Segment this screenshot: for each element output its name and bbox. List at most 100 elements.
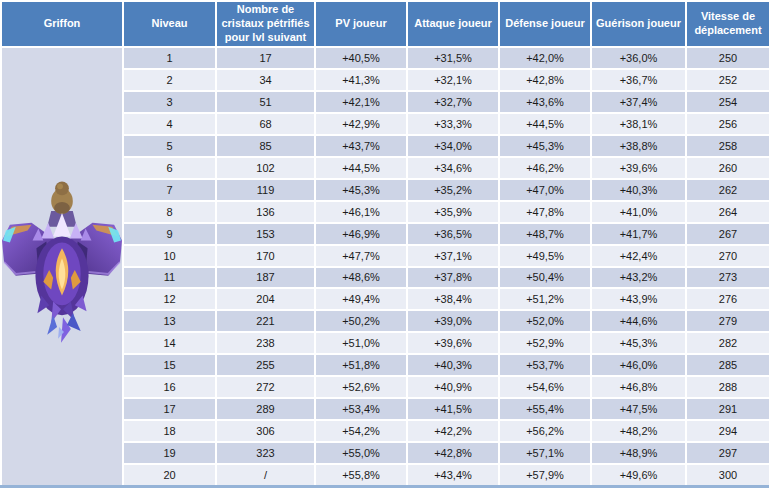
cell-vitesse-level-18: 294 [687, 421, 769, 441]
cell-guerison-level-15: +46,0% [592, 355, 685, 375]
cell-attaque-level-2: +32,1% [408, 70, 498, 90]
cell-vitesse-level-3: 254 [687, 92, 769, 112]
cell-pv-level-10: +47,7% [316, 246, 406, 266]
column-header-cristaux: Nombre de cristaux pétrifiés pour lvl su… [217, 2, 314, 46]
cell-guerison-level-8: +41,0% [592, 202, 685, 222]
cell-defense-level-5: +45,3% [500, 136, 590, 156]
cell-pv-level-7: +45,3% [316, 180, 406, 200]
cell-guerison-level-1: +36,0% [592, 48, 685, 68]
cell-guerison-level-19: +48,9% [592, 443, 685, 463]
cell-pv-level-18: +54,2% [316, 421, 406, 441]
column-header-attaque: Attaque joueur [408, 2, 498, 46]
cell-niveau-level-16: 16 [124, 377, 215, 397]
cell-pv-level-13: +50,2% [316, 311, 406, 331]
cell-attaque-level-14: +39,6% [408, 333, 498, 353]
cell-defense-level-7: +47,0% [500, 180, 590, 200]
cell-pv-level-9: +46,9% [316, 224, 406, 244]
cell-cristaux-level-10: 170 [217, 246, 314, 266]
cell-vitesse-level-2: 252 [687, 70, 769, 90]
cell-cristaux-level-16: 272 [217, 377, 314, 397]
cell-guerison-level-13: +44,6% [592, 311, 685, 331]
cell-attaque-level-7: +35,2% [408, 180, 498, 200]
cell-attaque-level-10: +37,1% [408, 246, 498, 266]
cell-vitesse-level-8: 264 [687, 202, 769, 222]
cell-pv-level-17: +53,4% [316, 399, 406, 419]
cell-cristaux-level-2: 34 [217, 70, 314, 90]
cell-defense-level-14: +52,9% [500, 333, 590, 353]
cell-defense-level-2: +42,8% [500, 70, 590, 90]
cell-niveau-level-5: 5 [124, 136, 215, 156]
cell-cristaux-level-18: 306 [217, 421, 314, 441]
cell-vitesse-level-20: 300 [687, 465, 769, 485]
column-header-pv: PV joueur [316, 2, 406, 46]
cell-defense-level-16: +54,6% [500, 377, 590, 397]
cell-niveau-level-4: 4 [124, 114, 215, 134]
cell-niveau-level-12: 12 [124, 289, 215, 309]
cell-attaque-level-3: +32,7% [408, 92, 498, 112]
cell-pv-level-2: +41,3% [316, 70, 406, 90]
cell-guerison-level-17: +47,5% [592, 399, 685, 419]
cell-attaque-level-11: +37,8% [408, 268, 498, 288]
cell-niveau-level-7: 7 [124, 180, 215, 200]
cell-defense-level-3: +43,6% [500, 92, 590, 112]
cell-guerison-level-20: +49,6% [592, 465, 685, 485]
cell-vitesse-level-14: 282 [687, 333, 769, 353]
cell-niveau-level-18: 18 [124, 421, 215, 441]
cell-pv-level-3: +42,1% [316, 92, 406, 112]
cell-vitesse-level-12: 276 [687, 289, 769, 309]
cell-vitesse-level-5: 258 [687, 136, 769, 156]
cell-cristaux-level-14: 238 [217, 333, 314, 353]
cell-pv-level-14: +51,0% [316, 333, 406, 353]
cell-defense-level-10: +49,5% [500, 246, 590, 266]
cell-cristaux-level-20: / [217, 465, 314, 485]
cell-pv-level-6: +44,5% [316, 158, 406, 178]
cell-cristaux-level-1: 17 [217, 48, 314, 68]
cell-pv-level-1: +40,5% [316, 48, 406, 68]
cell-attaque-level-12: +38,4% [408, 289, 498, 309]
cell-cristaux-level-4: 68 [217, 114, 314, 134]
cell-defense-level-8: +47,8% [500, 202, 590, 222]
cell-defense-level-9: +48,7% [500, 224, 590, 244]
cell-vitesse-level-4: 256 [687, 114, 769, 134]
cell-pv-level-8: +46,1% [316, 202, 406, 222]
column-header-vitesse: Vitesse de déplacement [687, 2, 769, 46]
cell-guerison-level-11: +43,2% [592, 268, 685, 288]
cell-vitesse-level-7: 262 [687, 180, 769, 200]
griffon-illustration [2, 178, 122, 354]
cell-vitesse-level-1: 250 [687, 48, 769, 68]
cell-guerison-level-6: +39,6% [592, 158, 685, 178]
cell-niveau-level-1: 1 [124, 48, 215, 68]
cell-cristaux-level-5: 85 [217, 136, 314, 156]
cell-pv-level-19: +55,0% [316, 443, 406, 463]
cell-vitesse-level-11: 273 [687, 268, 769, 288]
cell-cristaux-level-19: 323 [217, 443, 314, 463]
cell-niveau-level-19: 19 [124, 443, 215, 463]
column-header-griffon: Griffon [2, 2, 122, 46]
cell-pv-level-15: +51,8% [316, 355, 406, 375]
cell-niveau-level-6: 6 [124, 158, 215, 178]
cell-guerison-level-12: +43,9% [592, 289, 685, 309]
cell-attaque-level-1: +31,5% [408, 48, 498, 68]
cell-vitesse-level-6: 260 [687, 158, 769, 178]
cell-attaque-level-13: +39,0% [408, 311, 498, 331]
cell-niveau-level-11: 11 [124, 268, 215, 288]
cell-niveau-level-3: 3 [124, 92, 215, 112]
cell-pv-level-11: +48,6% [316, 268, 406, 288]
cell-guerison-level-10: +42,4% [592, 246, 685, 266]
cell-guerison-level-14: +45,3% [592, 333, 685, 353]
cell-defense-level-17: +55,4% [500, 399, 590, 419]
cell-attaque-level-5: +34,0% [408, 136, 498, 156]
cell-niveau-level-17: 17 [124, 399, 215, 419]
cell-vitesse-level-15: 285 [687, 355, 769, 375]
cell-attaque-level-16: +40,9% [408, 377, 498, 397]
cell-pv-level-20: +55,8% [316, 465, 406, 485]
cell-defense-level-20: +57,9% [500, 465, 590, 485]
cell-defense-level-15: +53,7% [500, 355, 590, 375]
cell-guerison-level-7: +40,3% [592, 180, 685, 200]
cell-vitesse-level-9: 267 [687, 224, 769, 244]
cell-attaque-level-19: +42,8% [408, 443, 498, 463]
cell-vitesse-level-10: 270 [687, 246, 769, 266]
cell-pv-level-12: +49,4% [316, 289, 406, 309]
cell-attaque-level-18: +42,2% [408, 421, 498, 441]
cell-vitesse-level-16: 288 [687, 377, 769, 397]
